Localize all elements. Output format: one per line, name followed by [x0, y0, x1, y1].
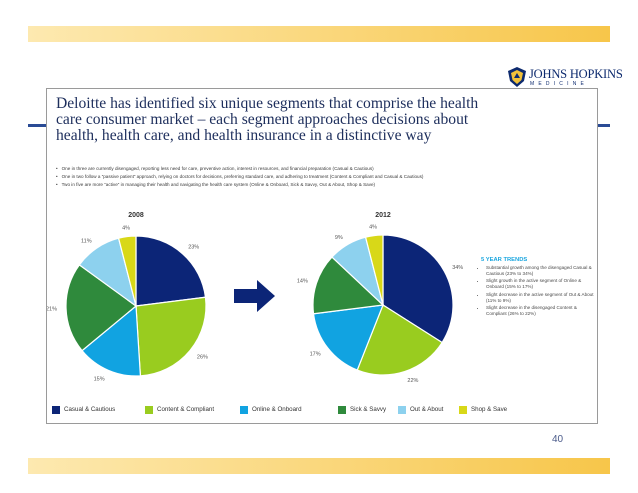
johns-hopkins-logo: JOHNS HOPKINS MEDICINE	[508, 66, 623, 90]
legend-swatch	[52, 406, 60, 414]
pie-data-label: 26%	[197, 354, 208, 360]
pie-slice-shop-and-save	[117, 235, 137, 307]
embedded-slide: Deloitte has identified six unique segme…	[46, 88, 598, 424]
legend-label: Sick & Savvy	[350, 406, 387, 413]
pie-slice-content-and-compliant	[356, 304, 443, 376]
pie-title: 2008	[128, 212, 144, 219]
trends-heading: 5 YEAR TRENDS	[481, 257, 528, 263]
pie-slice-online-and-onboard	[312, 304, 384, 371]
right-rule	[596, 124, 610, 127]
pie-slice-sick-and-savvy	[312, 256, 385, 315]
legend-label: Casual & Cautious	[64, 406, 116, 413]
pie-title: 2012	[375, 212, 391, 219]
legend-label: Shop & Save	[471, 406, 508, 413]
pie-slice-casual-and-cautious	[135, 235, 207, 307]
shield-icon	[508, 67, 526, 87]
legend-swatch	[398, 406, 406, 414]
pie-data-label: 17%	[310, 351, 321, 357]
right-arrow-icon	[234, 280, 275, 312]
pie-data-label: 15%	[94, 377, 105, 383]
pie-data-label: 4%	[122, 226, 130, 232]
pie-data-label: 14%	[297, 279, 308, 285]
slide-title: Deloitte has identified six unique segme…	[56, 96, 576, 144]
pie-slice-content-and-compliant	[135, 296, 207, 377]
trend-item: Substantial growth among the disengaged …	[486, 265, 596, 277]
pie-data-label: 21%	[47, 307, 57, 313]
left-rule	[28, 124, 48, 127]
bullet-item: One in three are currently disengaged, r…	[56, 165, 423, 173]
trend-item: Slight growth in the active segment of O…	[486, 278, 596, 290]
pie-slice-shop-and-save	[364, 234, 384, 306]
page-number: 40	[552, 434, 564, 445]
pie-chart-2012: 2012 34% 22% 17% 14% 9% 4%	[297, 212, 463, 384]
logo-subtext: MEDICINE	[530, 81, 589, 87]
title-line-1: Deloitte has identified six unique segme…	[56, 95, 479, 112]
title-line-2: care consumer market – each segment appr…	[56, 111, 469, 128]
trend-item: Slight decrease in the active segment of…	[486, 292, 596, 304]
pie-chart-2008: 2008 23% 26% 15% 21% 11% 4%	[47, 212, 208, 383]
legend-swatch	[459, 406, 467, 414]
legend-label: Content & Compliant	[157, 406, 215, 413]
pie-data-label: 22%	[407, 378, 418, 384]
bullet-item: Two in five are more “active” in managin…	[56, 181, 423, 189]
pie-data-label: 11%	[81, 239, 92, 245]
pie-data-label: 4%	[369, 225, 377, 231]
pie-charts: 2008 23% 26% 15% 21% 11% 4% 2012 34% 22% 17% 14% 9%…	[47, 212, 463, 384]
logo-text: JOHNS HOPKINS	[529, 67, 623, 81]
legend-swatch	[240, 406, 248, 414]
legend-label: Online & Onboard	[252, 406, 302, 413]
title-line-3: health, health care, and health insuranc…	[56, 127, 432, 144]
pie-slice-sick-and-savvy	[65, 264, 137, 352]
legend-label: Out & About	[410, 406, 444, 413]
legend-swatch	[145, 406, 153, 414]
pie-data-label: 34%	[452, 265, 463, 271]
pie-slice-online-and-onboard	[81, 304, 142, 377]
pie-data-label: 9%	[335, 235, 343, 241]
top-decorative-band	[28, 26, 610, 42]
legend-swatch	[338, 406, 346, 414]
bullet-list: One in three are currently disengaged, r…	[56, 165, 424, 190]
bullet-item: One in two follow a “passive patient” ap…	[56, 173, 424, 181]
trend-item: Slight decrease in the disengaged Conten…	[486, 305, 596, 317]
pie-data-label: 23%	[188, 245, 199, 251]
bottom-decorative-band	[28, 458, 610, 474]
trends-box: 5 YEAR TRENDS Substantial growth among t…	[481, 257, 596, 319]
